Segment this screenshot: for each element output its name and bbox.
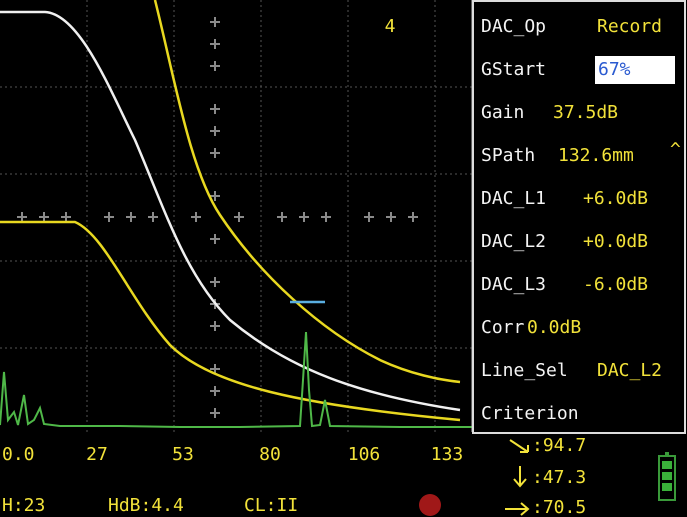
menu-label: Gain — [481, 102, 524, 123]
readout: :94.7 — [532, 435, 586, 456]
record-indicator — [419, 494, 441, 516]
a-scan-signal — [0, 331, 472, 428]
dac-curve-reference — [0, 10, 461, 412]
battery — [658, 452, 676, 501]
a-scan-plot: 4 — [0, 0, 473, 432]
x-label: 133 — [431, 444, 464, 465]
x-label: 80 — [259, 444, 281, 465]
menu-label: Criterion — [481, 403, 579, 424]
x-axis-labels: 0.0 27 53 80 106 133 — [2, 444, 463, 465]
readout: :70.5 — [532, 497, 586, 517]
menu-label: DAC_L1 — [481, 188, 546, 209]
status-item: H:23 — [2, 495, 45, 516]
x-label: 106 — [348, 444, 381, 465]
status-bar: H:23 HdB:4.4 CL:II — [2, 494, 441, 516]
menu-label: GStart — [481, 59, 546, 80]
menu-value: +6.0dB — [583, 188, 648, 209]
menu-value: DAC_L2 — [597, 360, 662, 381]
status-item: HdB:4.4 — [108, 495, 184, 516]
x-label: 0.0 — [2, 444, 35, 465]
status-item: CL:II — [244, 495, 298, 516]
dac-curve-upper — [153, 0, 461, 384]
menu-items: DAC_Op Record GStart 67% Gain 37.5dB SPath 132.… — [481, 16, 675, 424]
menu-value: 37.5dB — [553, 102, 618, 123]
menu-value: 0.0dB — [527, 317, 581, 338]
readout: :47.3 — [532, 467, 586, 488]
x-label: 27 — [86, 444, 108, 465]
input-box — [595, 56, 675, 84]
arrow-icon — [505, 502, 530, 516]
menu-value: +0.0dB — [583, 231, 648, 252]
battery-tip — [665, 452, 669, 456]
arrow-icon — [509, 439, 529, 453]
battery-body — [658, 455, 676, 501]
menu-label: DAC_L3 — [481, 274, 546, 295]
menu-label: SPath — [481, 145, 535, 166]
menu-label: Line_Sel — [481, 360, 568, 381]
menu-label: Corr — [481, 317, 525, 338]
battery-bar — [662, 483, 672, 491]
readouts: :94.7 :47.3 :70.5 — [505, 435, 586, 517]
grid — [0, 0, 472, 432]
gate-number: 4 — [385, 16, 396, 37]
dac-curve-lower — [0, 220, 461, 422]
menu-value: Record — [597, 16, 662, 37]
center-crosshair — [17, 17, 418, 418]
x-label: 53 — [172, 444, 194, 465]
menu-label: DAC_Op — [481, 16, 546, 37]
menu-value: 132.6mm — [558, 145, 634, 166]
menu-value: 67% — [598, 59, 631, 80]
battery-bar — [662, 461, 672, 469]
scroll-indicator: ^ — [670, 139, 681, 160]
menu-value: -6.0dB — [583, 274, 648, 295]
arrow-icon — [513, 466, 527, 488]
menu-panel: DAC_Op Record GStart 67% Gain 37.5dB SPath 132.… — [472, 0, 686, 434]
battery-bar — [662, 472, 672, 480]
menu-label: DAC_L2 — [481, 231, 546, 252]
